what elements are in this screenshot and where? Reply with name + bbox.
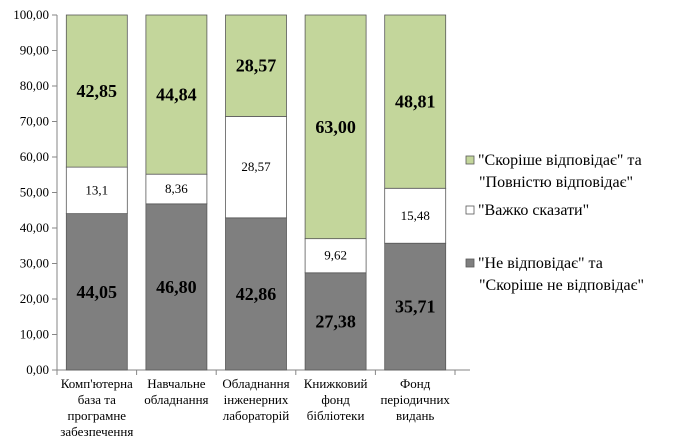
y-tick-label: 80,00 (20, 78, 49, 93)
bar-segment (145, 14, 208, 175)
data-label: 8,36 (165, 181, 188, 196)
x-category-label: лабораторій (223, 408, 289, 423)
bar-segment (225, 217, 287, 371)
x-category-label: Книжковий (304, 376, 368, 391)
y-tick-label: 50,00 (20, 185, 49, 200)
y-tick-label: 100,00 (13, 7, 49, 22)
bar-segment (304, 14, 367, 240)
y-tick-label: 60,00 (20, 149, 49, 164)
data-label: 9,62 (324, 248, 347, 263)
bar-segment (225, 116, 287, 219)
data-label: 15,48 (401, 208, 430, 223)
data-label: 63,00 (315, 117, 356, 137)
x-category-label: Обладнання (222, 376, 289, 391)
legend-label: "Скоріше відповідає" та (478, 152, 642, 169)
bar-segment (225, 14, 287, 117)
data-label: 42,85 (77, 81, 118, 101)
data-label: 44,05 (77, 282, 118, 302)
y-tick-label: 0,00 (26, 362, 49, 377)
x-category-label: обладнання (144, 392, 208, 407)
x-category-label: забезпечення (60, 424, 133, 439)
y-tick-label: 90,00 (20, 43, 49, 58)
bar-segment (145, 203, 208, 371)
y-tick-label: 10,00 (20, 327, 49, 342)
legend-swatch (465, 155, 475, 165)
bar-segment (384, 14, 447, 189)
x-category-label: програмне (68, 408, 127, 423)
x-category-label: Фонд (400, 376, 431, 391)
legend-label: "Важко сказати" (478, 202, 589, 219)
bar-segment (145, 173, 208, 205)
data-label: 28,57 (236, 56, 277, 76)
y-tick-label: 40,00 (20, 220, 49, 235)
legend-label: "Не відповідає" та (478, 255, 603, 272)
data-label: 46,80 (156, 277, 197, 297)
bar-segment (65, 166, 128, 215)
legend-swatch (465, 258, 475, 268)
data-label: 48,81 (395, 92, 436, 112)
data-label: 35,71 (395, 297, 436, 317)
x-category-label: інженерних (224, 392, 289, 407)
y-tick-label: 30,00 (20, 256, 49, 271)
x-category-label: бібліотеки (307, 408, 365, 423)
data-label: 27,38 (315, 311, 356, 331)
x-category-label: Навчальне (147, 376, 206, 391)
bar-segment (304, 272, 367, 371)
x-category-label: фонд (321, 392, 350, 407)
legend-swatch (465, 205, 475, 215)
x-category-label: база та (78, 392, 116, 407)
x-category-label: періодичних (380, 392, 450, 407)
bar-segment (65, 14, 128, 168)
x-category-label: видань (396, 408, 434, 423)
bar-segment (304, 238, 367, 274)
bar-segment (384, 242, 447, 371)
legend-label: "Повністю відповідає" (479, 174, 633, 191)
data-label: 44,84 (156, 85, 197, 105)
y-tick-label: 20,00 (20, 291, 49, 306)
y-tick-label: 70,00 (20, 114, 49, 129)
x-category-label: Комп'ютерна (61, 376, 133, 391)
data-label: 28,57 (241, 159, 271, 174)
bar-segment (384, 187, 447, 244)
data-label: 13,1 (85, 182, 108, 197)
legend-label: "Скоріше не відповідає" (479, 277, 644, 294)
data-label: 42,86 (236, 284, 277, 304)
